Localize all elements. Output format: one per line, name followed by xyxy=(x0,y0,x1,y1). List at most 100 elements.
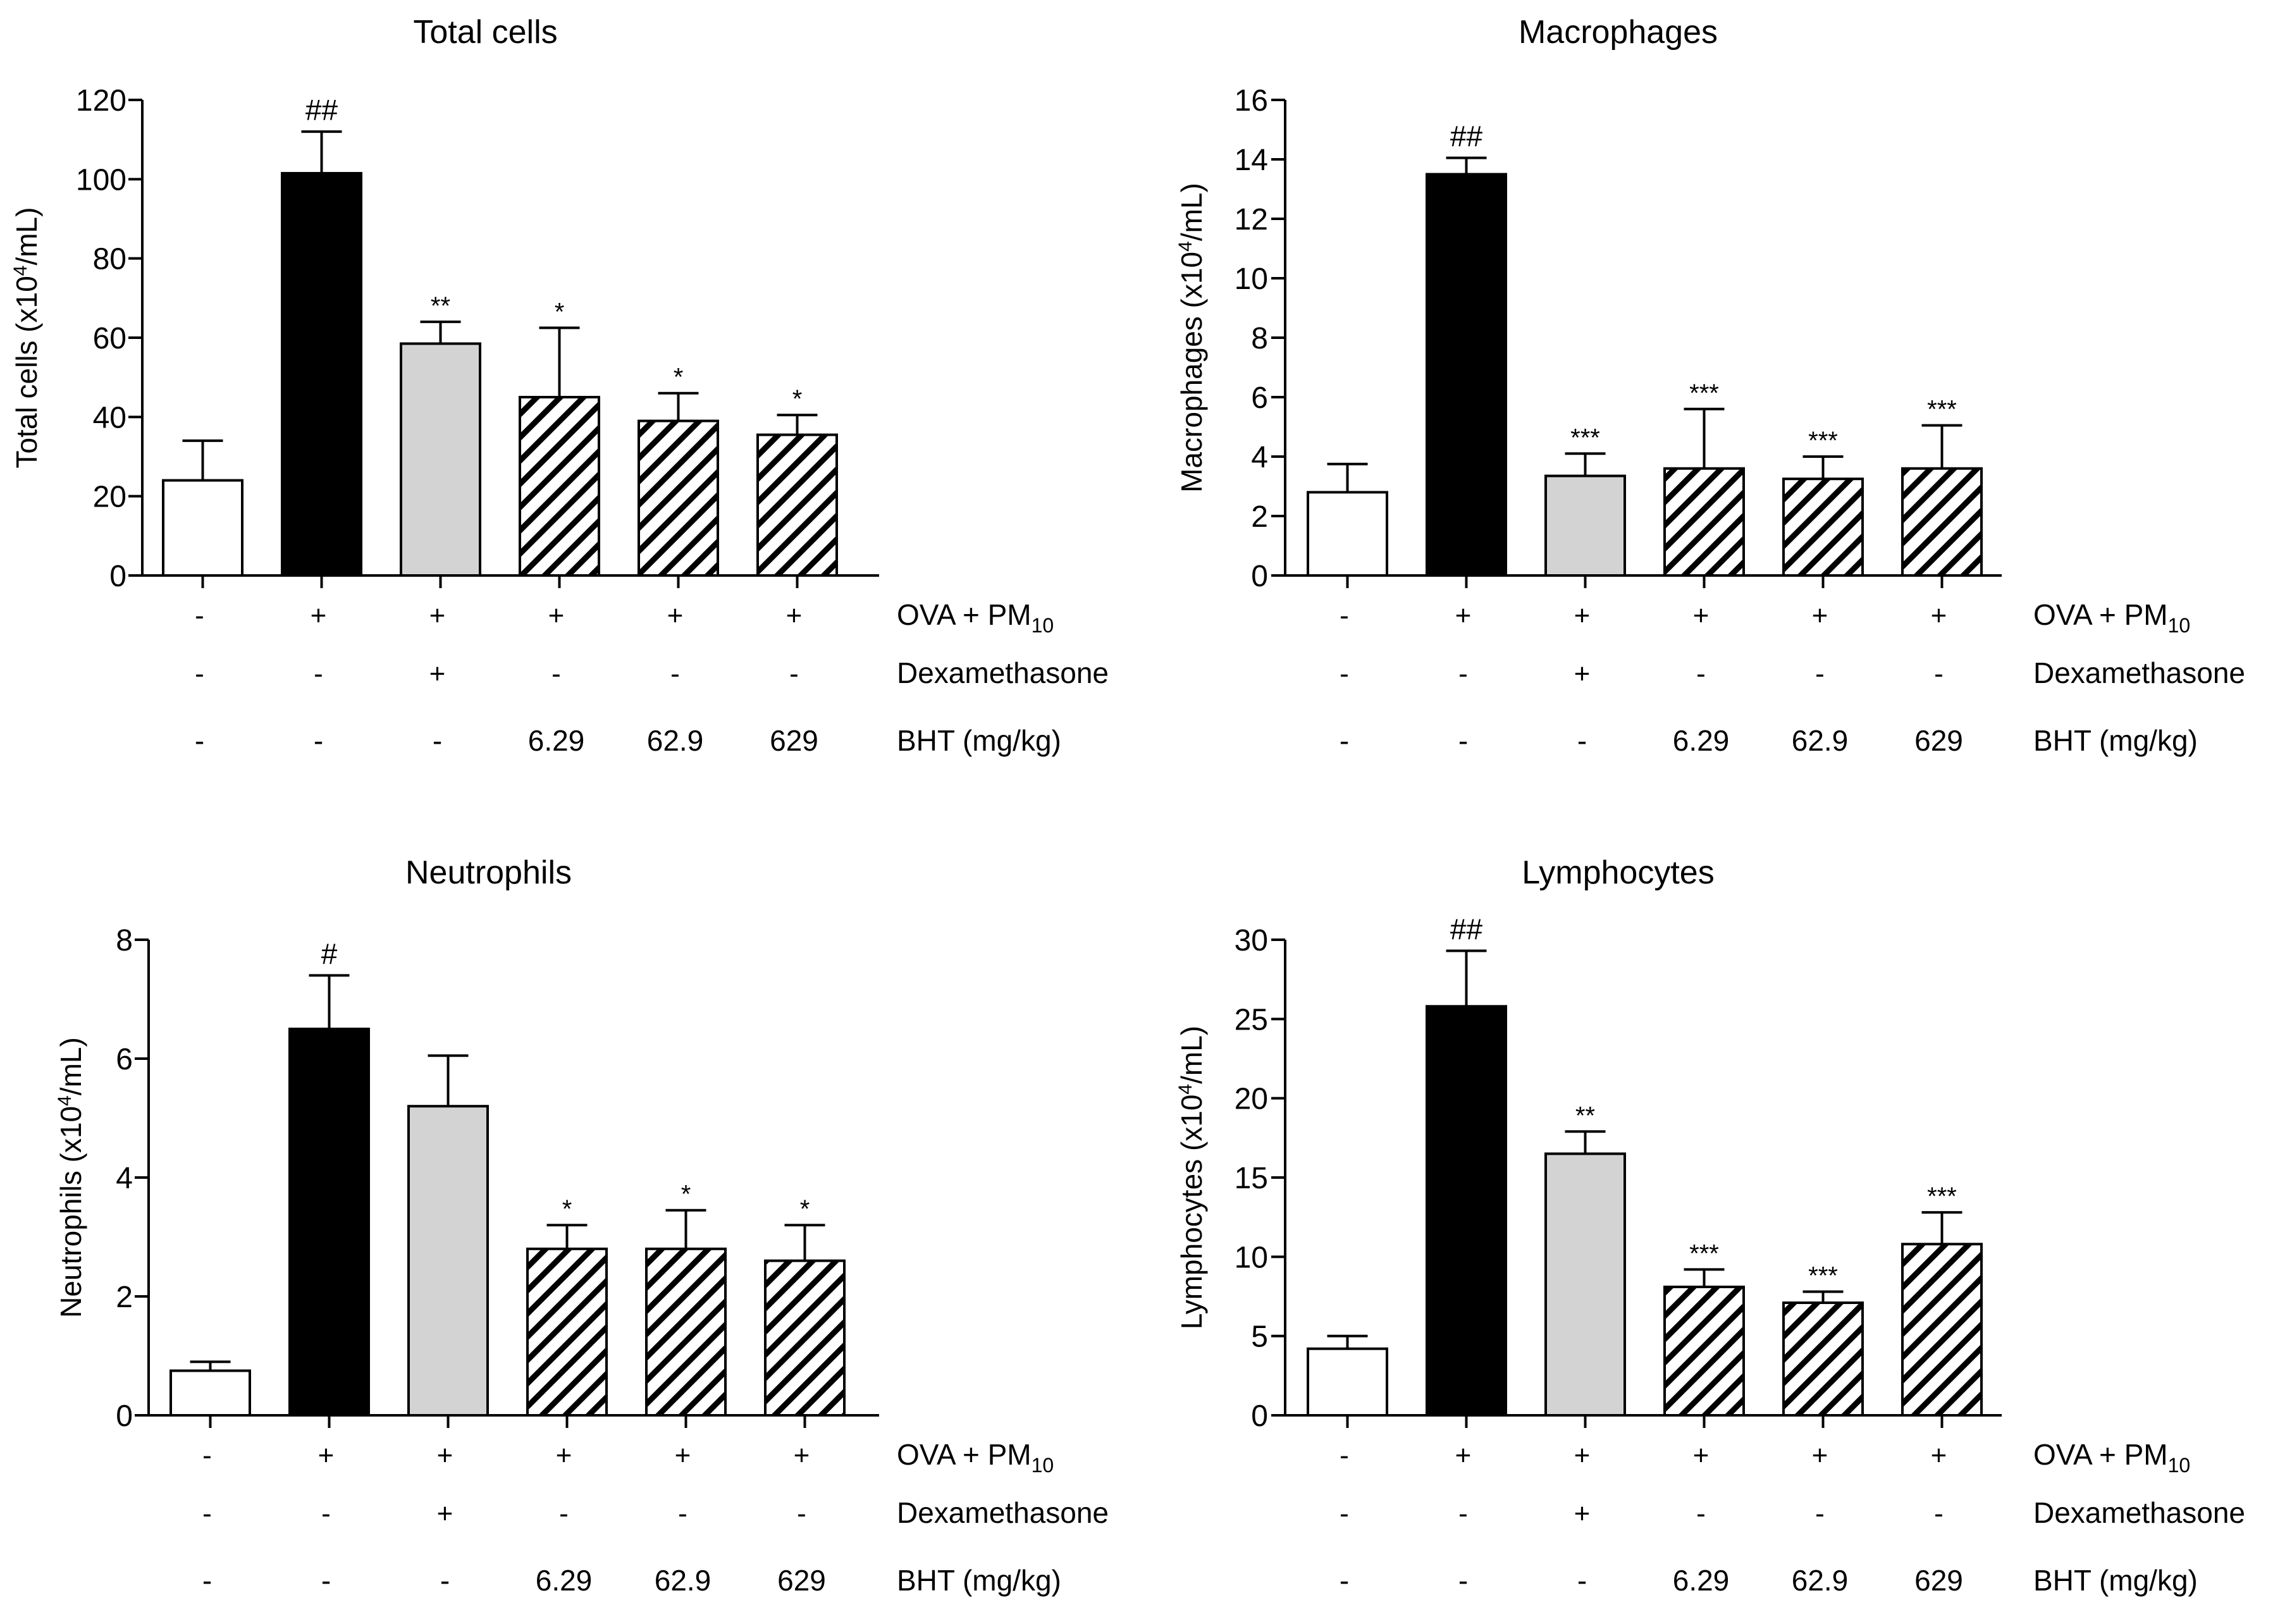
bht-condition: 629 xyxy=(777,1564,826,1597)
bht-condition: - xyxy=(440,1564,450,1597)
y-tick-label: 5 xyxy=(1251,1320,1268,1354)
significance-label: * xyxy=(800,1195,810,1223)
dex-condition: - xyxy=(1815,658,1825,689)
dex-condition: - xyxy=(1934,1498,1944,1529)
bht-condition: - xyxy=(433,724,442,757)
y-tick-label: 40 xyxy=(93,401,126,434)
bar-2 xyxy=(1426,1005,1507,1417)
chart-title: Lymphocytes xyxy=(1522,854,1714,891)
y-tick-label: 0 xyxy=(1251,560,1268,593)
bar-6 xyxy=(1901,1243,1983,1417)
row-label-ova: OVA + PM10 xyxy=(2033,1438,2190,1477)
dex-condition: - xyxy=(670,658,680,689)
y-axis-label: Macrophages (x104/mL) xyxy=(1175,183,1209,493)
y-axis-label-main: Lymphocytes (x10 xyxy=(1175,1095,1208,1330)
bar-3 xyxy=(1544,474,1626,577)
dex-condition: - xyxy=(202,1498,212,1529)
chart-title: Neutrophils xyxy=(405,854,572,891)
ova-condition: + xyxy=(318,1440,335,1471)
ova-condition: + xyxy=(311,600,327,631)
significance-label: * xyxy=(792,385,803,413)
significance-label: *** xyxy=(1689,1240,1719,1267)
bar-2 xyxy=(288,1028,370,1417)
row-label-ova: OVA + PM10 xyxy=(897,598,1054,637)
y-tick-label: 120 xyxy=(76,84,126,118)
significance-label: *** xyxy=(1808,427,1838,455)
dex-condition: - xyxy=(789,658,799,689)
ova-condition: + xyxy=(556,1440,572,1471)
ova-condition: + xyxy=(1455,1440,1472,1471)
ova-condition: + xyxy=(1693,600,1710,631)
y-axis-label: Total cells (x104/mL) xyxy=(10,207,44,469)
row-label-bht: BHT (mg/kg) xyxy=(897,724,1061,757)
bar-4 xyxy=(519,396,600,577)
bar-5 xyxy=(1782,477,1864,577)
bht-condition: 62.9 xyxy=(1792,724,1849,757)
bar-2 xyxy=(1426,173,1507,577)
y-tick-label: 8 xyxy=(1251,322,1268,355)
y-tick-label: 10 xyxy=(1235,262,1268,296)
y-tick-label: 12 xyxy=(1235,203,1268,237)
bht-condition: 6.29 xyxy=(536,1564,593,1597)
row-label-bht: BHT (mg/kg) xyxy=(897,1564,1061,1597)
ova-condition: + xyxy=(1455,600,1472,631)
dex-condition: - xyxy=(1458,1498,1468,1529)
dex-condition: + xyxy=(1574,658,1591,689)
y-tick-label: 4 xyxy=(1251,441,1268,474)
chart-macrophages: Macrophages 0 2 4 6 8 10 12 14 16 Macrophages (x10… xyxy=(1175,14,2245,757)
y-tick-label: 2 xyxy=(116,1281,133,1314)
bht-condition: - xyxy=(1577,1564,1587,1597)
row-label-ova-sub: 10 xyxy=(1032,1454,1054,1477)
ova-condition: - xyxy=(202,1440,212,1471)
y-tick-label: 10 xyxy=(1235,1241,1268,1274)
significance-label: *** xyxy=(1570,424,1600,452)
dex-condition: - xyxy=(321,1498,331,1529)
dex-condition: + xyxy=(429,658,446,689)
significance-label: *** xyxy=(1689,379,1719,407)
bar-3 xyxy=(1544,1152,1626,1417)
dex-condition: - xyxy=(1458,658,1468,689)
dex-condition: - xyxy=(559,1498,569,1529)
ova-condition: + xyxy=(794,1440,810,1471)
bar-1 xyxy=(162,479,243,577)
dex-condition: - xyxy=(1934,658,1944,689)
significance-label: ## xyxy=(1450,120,1483,153)
dex-condition: + xyxy=(437,1498,453,1529)
ova-condition: + xyxy=(1574,1440,1591,1471)
bar-5 xyxy=(638,419,719,577)
ova-condition: + xyxy=(437,1440,453,1471)
bht-condition: 629 xyxy=(1914,1564,1963,1597)
significance-label: ** xyxy=(431,292,450,320)
row-label-ova-main: OVA + PM xyxy=(2033,598,2168,631)
bht-condition: - xyxy=(314,724,323,757)
y-tick-label: 4 xyxy=(116,1162,133,1195)
ova-condition: + xyxy=(1931,1440,1947,1471)
bht-condition: 6.29 xyxy=(528,724,585,757)
y-tick-label: 6 xyxy=(1251,381,1268,415)
bht-condition: - xyxy=(1577,724,1587,757)
bar-4 xyxy=(1663,1285,1745,1417)
y-tick-label: 0 xyxy=(109,560,126,593)
bht-condition: 6.29 xyxy=(1673,724,1730,757)
bht-condition: - xyxy=(1340,724,1349,757)
y-tick-label: 15 xyxy=(1235,1162,1268,1195)
dex-condition: - xyxy=(1696,1498,1706,1529)
y-tick-label: 14 xyxy=(1235,144,1268,177)
y-axis-label-sup: 4 xyxy=(1175,241,1196,252)
dex-condition: - xyxy=(195,658,204,689)
y-tick-label: 16 xyxy=(1235,84,1268,118)
bht-condition: - xyxy=(202,1564,212,1597)
row-label-bht: BHT (mg/kg) xyxy=(2033,724,2198,757)
y-axis-label-tail: /mL) xyxy=(10,207,43,266)
significance-label: ## xyxy=(305,94,338,126)
y-tick-label: 6 xyxy=(116,1043,133,1076)
ova-condition: + xyxy=(1812,1440,1828,1471)
dex-condition: - xyxy=(551,658,561,689)
ova-condition: + xyxy=(1574,600,1591,631)
bar-2 xyxy=(281,171,362,577)
ova-condition: + xyxy=(786,600,803,631)
y-tick-label: 100 xyxy=(76,163,126,197)
bht-condition: - xyxy=(321,1564,331,1597)
dex-condition: - xyxy=(314,658,323,689)
